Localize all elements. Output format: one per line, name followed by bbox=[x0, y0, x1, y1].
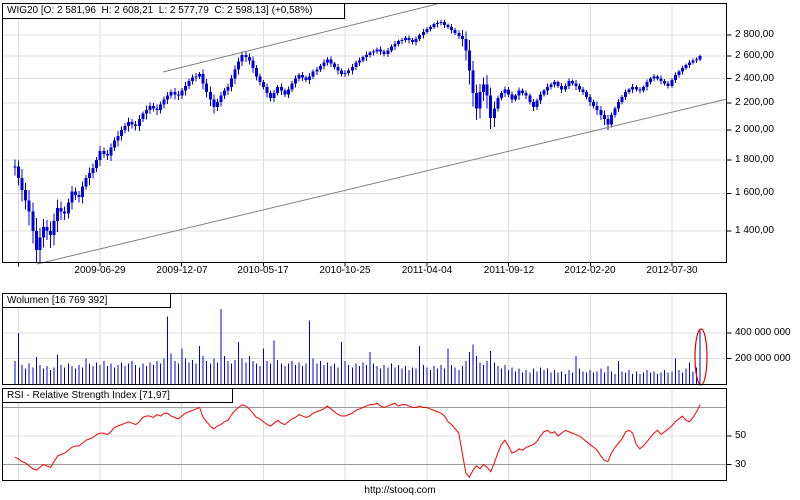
rsi-tick-label: 50 bbox=[735, 430, 747, 441]
price-tick-label: 2 600,00 bbox=[735, 50, 774, 61]
date-tick-label: 2010-10-25 bbox=[319, 265, 371, 276]
date-tick-label: 2009-12-07 bbox=[156, 265, 208, 276]
trend-channel-lines bbox=[36, 3, 728, 265]
date-tick-label: 2011-04-04 bbox=[401, 265, 453, 276]
price-bars bbox=[13, 19, 702, 262]
price-tick-label: 1 600,00 bbox=[735, 187, 774, 198]
rsi-panel-title: RSI - Relative Strength Index [71,97] bbox=[7, 390, 170, 401]
date-tick-label: 2012-07-30 bbox=[646, 265, 698, 276]
date-tick-label: 2009-06-29 bbox=[74, 265, 126, 276]
price-tick-label: 1 800,00 bbox=[735, 154, 774, 165]
rsi-panel-gridlines bbox=[3, 389, 726, 480]
footer-url: http://stooq.com bbox=[364, 485, 436, 496]
rsi-tick-label: 30 bbox=[735, 459, 747, 470]
volume-highlight-ellipse bbox=[694, 328, 708, 386]
volume-panel-title: Wolumen [16 769 392] bbox=[7, 295, 108, 306]
volume-tick-label: 400 000 000 bbox=[735, 327, 791, 338]
main-chart-title: WIG20 [O: 2 581,96 H: 2 608,21 L: 2 577,… bbox=[7, 5, 313, 16]
date-tick-label: 2012-02-20 bbox=[564, 265, 616, 276]
price-tick-label: 2 800,00 bbox=[735, 29, 774, 40]
price-tick-label: 2 200,00 bbox=[735, 97, 774, 108]
volume-bars bbox=[14, 308, 701, 384]
rsi-line bbox=[14, 402, 701, 479]
price-tick-label: 2 000,00 bbox=[735, 124, 774, 135]
price-tick-label: 2 400,00 bbox=[735, 73, 774, 84]
date-tick-label: 2010-05-17 bbox=[237, 265, 289, 276]
volume-tick-label: 200 000 000 bbox=[735, 353, 791, 364]
date-tick-label: 2011-09-12 bbox=[483, 265, 535, 276]
price-tick-label: 1 400,00 bbox=[735, 225, 774, 236]
panel-borders-and-ticks bbox=[2, 3, 732, 481]
main-panel-gridlines bbox=[3, 4, 726, 262]
